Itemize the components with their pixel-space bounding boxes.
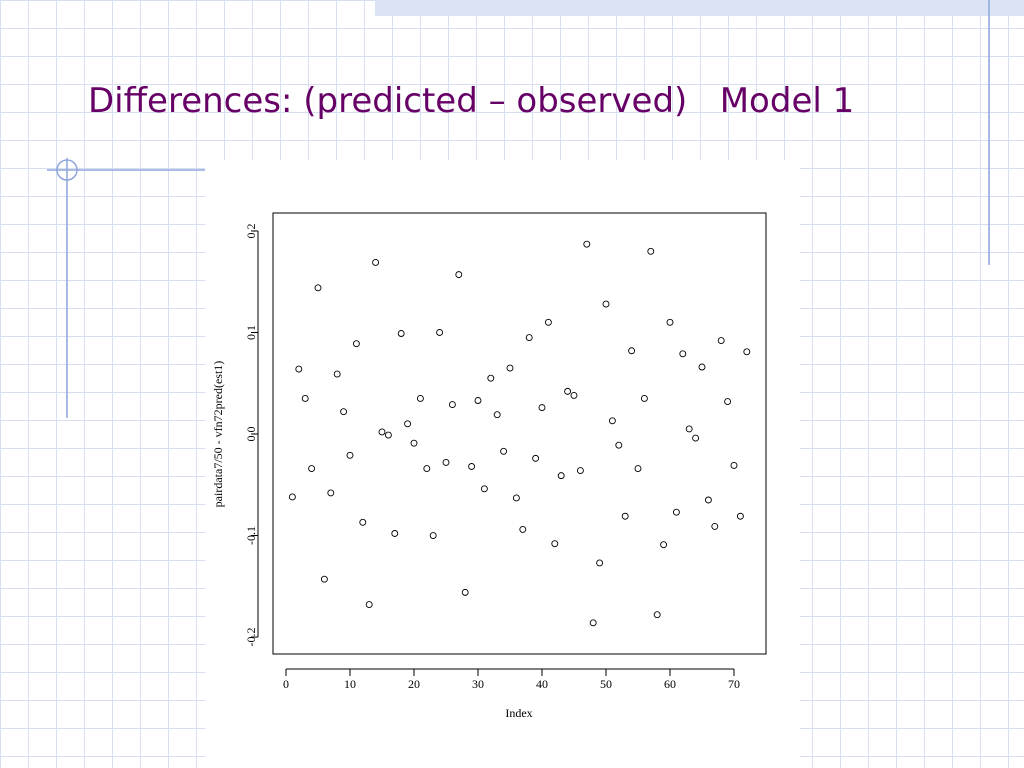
- point: [365, 601, 373, 609]
- point: [589, 619, 597, 627]
- point: [301, 395, 309, 402]
- point: [487, 374, 495, 382]
- point: [570, 391, 578, 399]
- point: [340, 408, 348, 416]
- point: [448, 401, 456, 409]
- point: [743, 348, 751, 356]
- point: [538, 404, 546, 412]
- point: [679, 350, 687, 358]
- point: [442, 458, 450, 466]
- point: [557, 472, 565, 480]
- y-tick-label: 0.2: [244, 223, 258, 238]
- point: [698, 363, 706, 371]
- point: [647, 247, 655, 255]
- point: [519, 525, 527, 533]
- point: [711, 522, 719, 530]
- point: [525, 334, 533, 342]
- top-band: [375, 0, 1024, 16]
- point: [346, 451, 354, 459]
- point: [327, 489, 335, 497]
- point: [455, 271, 463, 279]
- point: [480, 485, 488, 493]
- point: [730, 462, 738, 469]
- point: [295, 365, 303, 373]
- point: [384, 431, 392, 439]
- point: [359, 518, 367, 526]
- point: [736, 512, 744, 520]
- point: [692, 434, 700, 442]
- point: [320, 575, 328, 583]
- point: [429, 532, 437, 539]
- point: [410, 439, 418, 447]
- point: [461, 588, 469, 596]
- point: [551, 540, 559, 548]
- point: [468, 463, 476, 470]
- point: [308, 465, 316, 472]
- point: [717, 337, 725, 345]
- deco-circle: [56, 159, 78, 181]
- x-tick-label: 0: [283, 677, 289, 691]
- point: [583, 240, 591, 248]
- point: [602, 300, 610, 308]
- point: [544, 318, 552, 326]
- x-tick-label: 50: [600, 677, 612, 691]
- y-tick-label: -0.2: [244, 628, 258, 647]
- x-tick-label: 20: [408, 677, 420, 691]
- point: [404, 420, 412, 428]
- point: [352, 340, 360, 348]
- point: [564, 387, 572, 395]
- point: [474, 397, 482, 404]
- point: [634, 465, 642, 472]
- x-tick-label: 30: [472, 677, 484, 691]
- plot: Index pairdata7/50 - vfn72pred(est1) 0 10…: [211, 212, 767, 720]
- y-axis-label: pairdata7/50 - vfn72pred(est1): [211, 361, 225, 508]
- point: [512, 494, 520, 502]
- point: [333, 370, 341, 378]
- point: [608, 417, 616, 425]
- point: [672, 508, 680, 516]
- point: [653, 611, 661, 619]
- plot-background: [205, 160, 800, 768]
- x-tick-label: 70: [728, 677, 740, 691]
- point: [372, 258, 380, 266]
- point: [704, 496, 712, 504]
- x-axis-label: Index: [505, 706, 532, 720]
- point: [628, 347, 636, 355]
- point: [391, 530, 399, 537]
- point: [724, 398, 732, 405]
- point: [660, 541, 668, 549]
- slide-title: Differences: (predicted – observed) Mode…: [88, 81, 854, 121]
- point: [288, 493, 296, 501]
- point: [621, 512, 629, 520]
- point: [436, 329, 444, 336]
- plot-box: [272, 212, 767, 655]
- point: [685, 425, 693, 433]
- point: [378, 428, 386, 436]
- y-tick-label: 0.1: [244, 325, 258, 340]
- point: [423, 465, 431, 472]
- x-tick-label: 60: [664, 677, 676, 691]
- x-tick-label: 40: [536, 677, 548, 691]
- point: [397, 330, 405, 337]
- point: [416, 395, 424, 402]
- point: [532, 454, 540, 462]
- point: [640, 395, 648, 402]
- point: [615, 441, 623, 449]
- point: [500, 447, 508, 455]
- point: [596, 559, 604, 567]
- y-tick-label: -0.1: [244, 526, 258, 545]
- point: [576, 467, 584, 475]
- x-tick-label: 10: [344, 677, 356, 691]
- point: [493, 411, 501, 419]
- point: [506, 364, 514, 372]
- point: [666, 318, 674, 326]
- point: [314, 284, 322, 292]
- y-tick-label: 0.0: [244, 427, 258, 442]
